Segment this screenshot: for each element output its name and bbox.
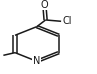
Text: O: O xyxy=(41,0,48,10)
Text: N: N xyxy=(33,56,41,66)
Text: Cl: Cl xyxy=(63,16,72,26)
